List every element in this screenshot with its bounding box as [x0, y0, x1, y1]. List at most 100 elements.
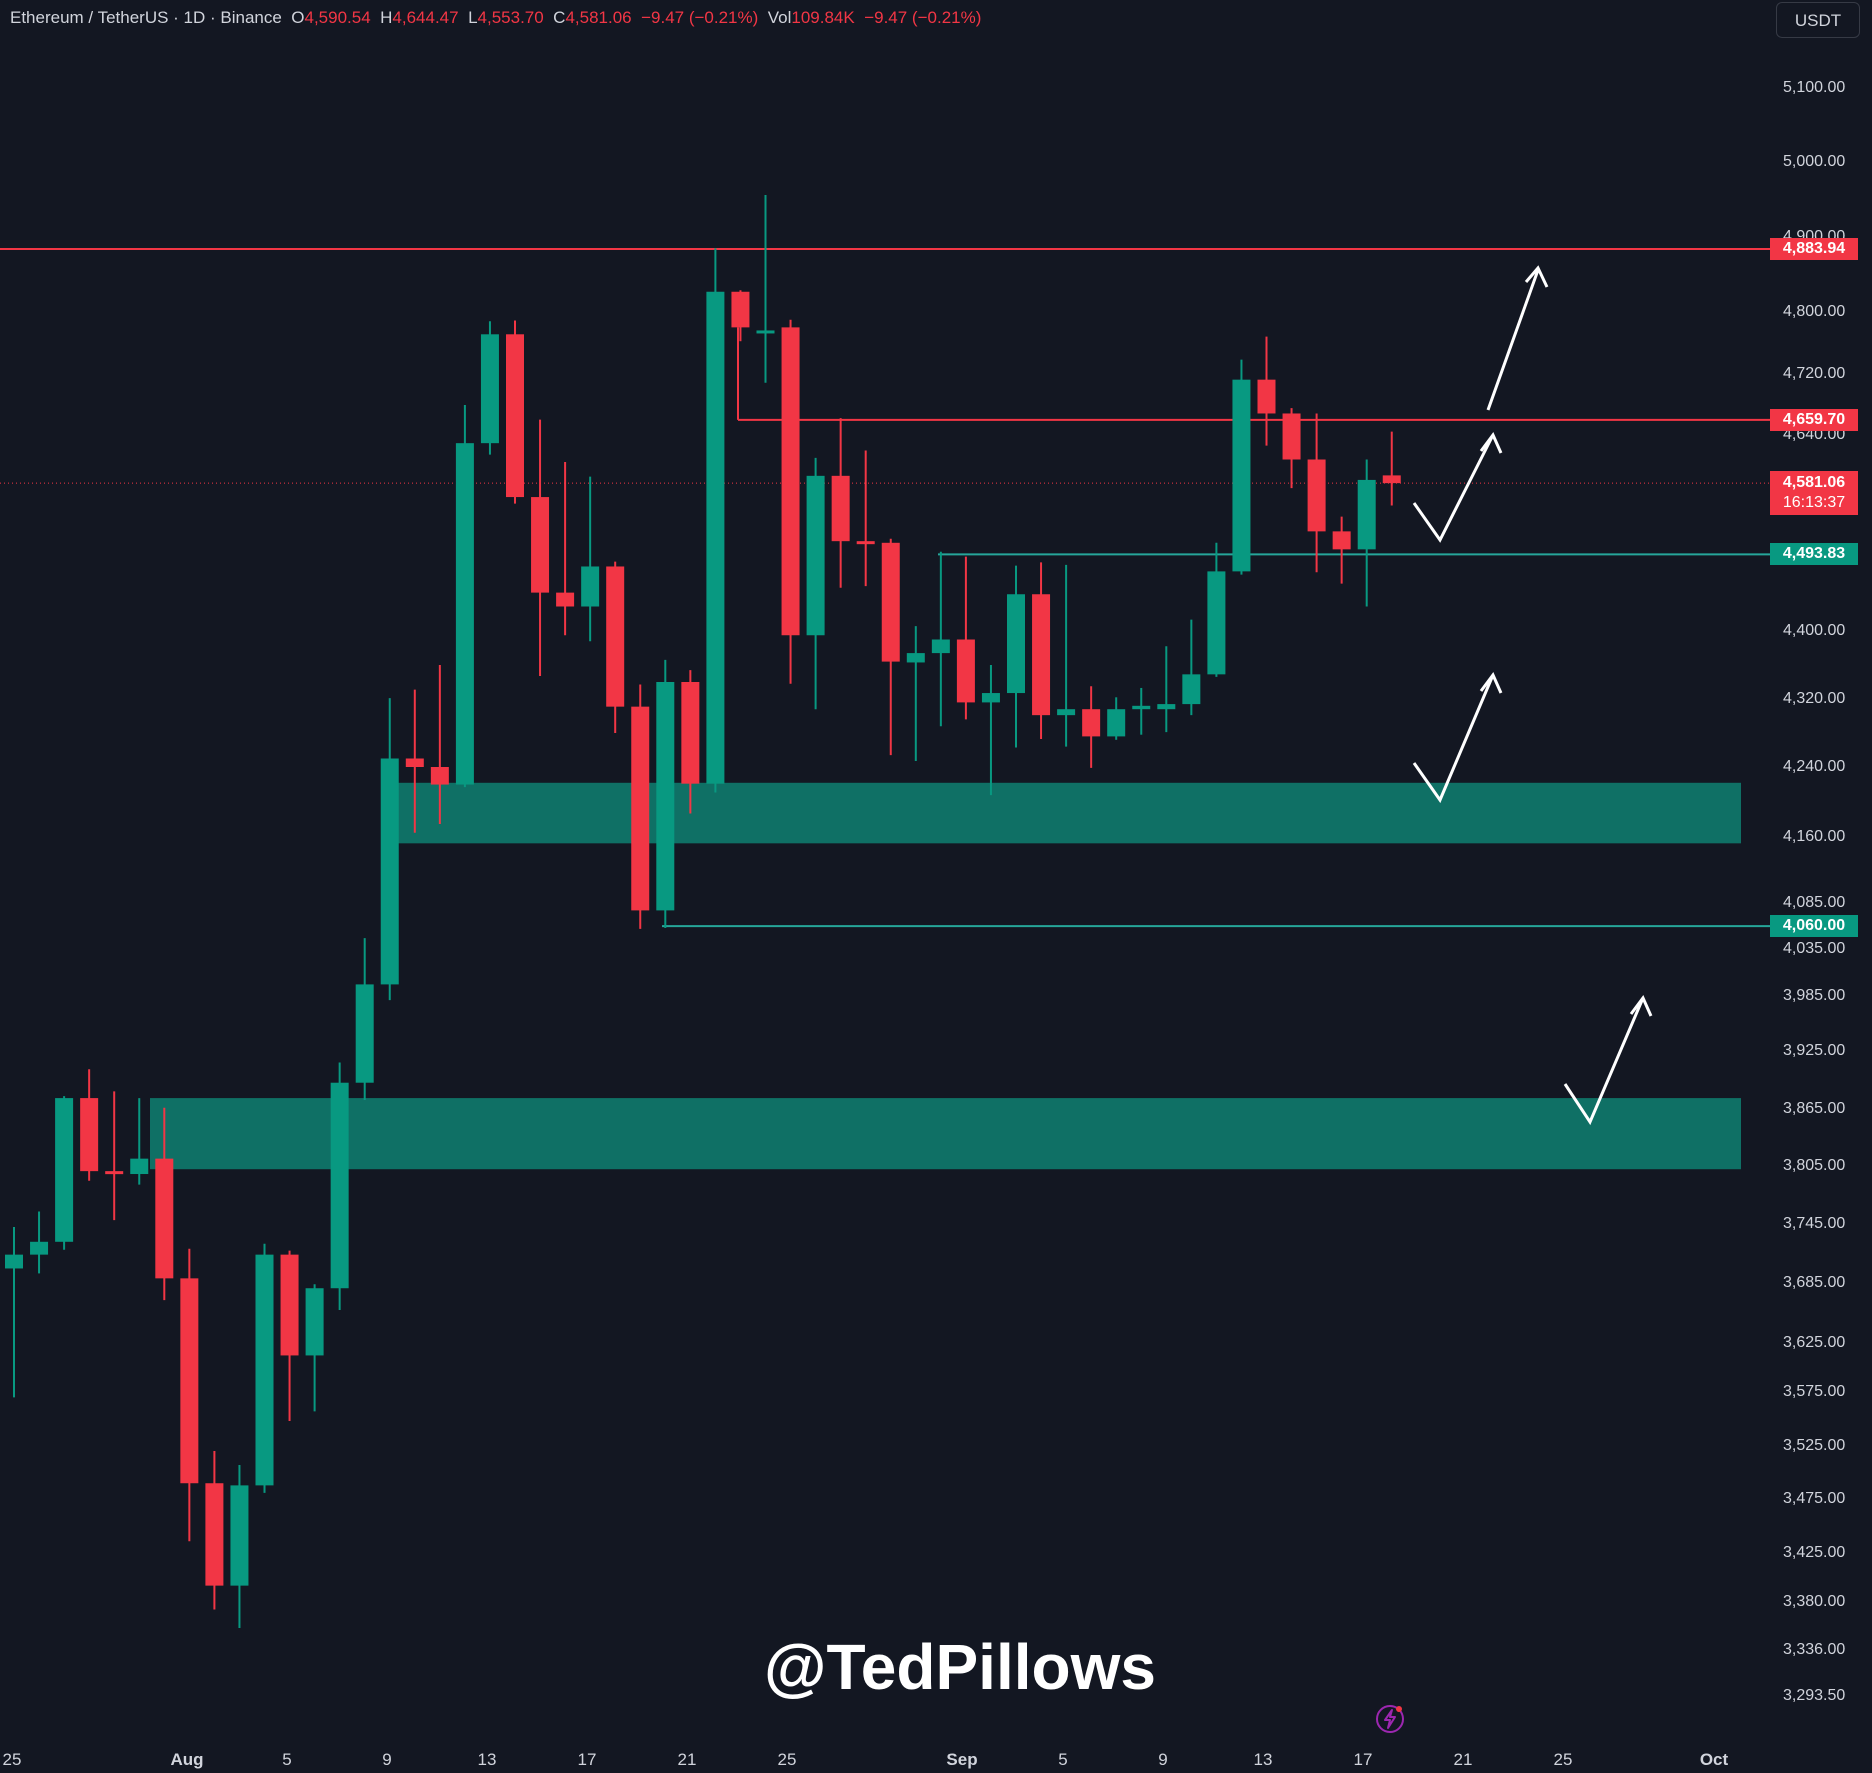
- candle-body: [280, 1254, 299, 1356]
- price-axis-label: 4,800.00: [1783, 303, 1846, 320]
- price-axis-label: 3,293.50: [1783, 1687, 1846, 1704]
- candle-body: [155, 1158, 174, 1279]
- price-axis-label: 3,745.00: [1783, 1215, 1846, 1232]
- resistance-mid-tag: 4,659.70: [1770, 408, 1858, 431]
- open-value: 4,590.54: [304, 8, 371, 27]
- candle-body: [1257, 379, 1276, 414]
- symbol-title[interactable]: Ethereum / TetherUS · 1D · Binance: [10, 8, 282, 27]
- time-axis-label: 5: [282, 1750, 292, 1769]
- high-value: 4,644.47: [392, 8, 459, 27]
- candle-body: [531, 497, 550, 593]
- candle-body: [105, 1171, 124, 1175]
- time-axis-label: 9: [382, 1750, 392, 1769]
- price-axis-label: 4,240.00: [1783, 758, 1846, 775]
- time-axis-label: 17: [577, 1750, 597, 1769]
- volume-change: −9.47 (−0.21%): [864, 8, 982, 27]
- candle-body: [931, 639, 950, 654]
- time-axis-label: Oct: [1699, 1750, 1729, 1769]
- candle-body: [581, 566, 600, 607]
- candle-body: [455, 443, 474, 785]
- candle-body: [631, 706, 650, 911]
- price-axis-label: 3,425.00: [1783, 1544, 1846, 1561]
- candle-body: [30, 1241, 49, 1255]
- candle-body: [180, 1278, 199, 1484]
- time-axis-label: 21: [677, 1750, 697, 1769]
- low-label: L: [468, 8, 478, 27]
- support-line-tag: 4,493.83: [1770, 543, 1858, 566]
- candle-body: [1182, 674, 1201, 705]
- support-zone: [398, 782, 1741, 844]
- candle-body: [405, 758, 424, 767]
- candle-body: [1082, 709, 1101, 737]
- currency-button[interactable]: USDT: [1776, 2, 1860, 38]
- lightning-icon[interactable]: [1374, 1703, 1406, 1735]
- arrow-head: [1479, 432, 1503, 454]
- price-axis-label: 3,865.00: [1783, 1099, 1846, 1117]
- candle-body: [1107, 709, 1126, 737]
- price-lines-layer: [0, 248, 1772, 928]
- price-axis-label: 4,085.00: [1783, 894, 1846, 911]
- arrow-annotation: [1412, 674, 1495, 804]
- price-axis-label: 5,100.00: [1783, 79, 1846, 96]
- arrow-head: [1524, 265, 1549, 288]
- candle-body: [1382, 475, 1401, 484]
- candle-body: [1007, 594, 1025, 694]
- time-axis-label: 13: [477, 1750, 497, 1769]
- close-label: C: [553, 8, 566, 27]
- candle-body: [205, 1483, 224, 1586]
- candle-body: [1207, 571, 1226, 675]
- candle-body: [55, 1098, 74, 1242]
- open-label: O: [291, 8, 305, 27]
- price-axis-label: 3,575.00: [1783, 1383, 1846, 1400]
- candle-body: [1032, 594, 1051, 716]
- price-axis-label: 3,925.00: [1783, 1042, 1846, 1059]
- price-axis-label: 3,985.00: [1783, 986, 1846, 1004]
- candle-body: [881, 542, 900, 662]
- candle-body: [230, 1485, 249, 1586]
- time-axis-label: 21: [1453, 1750, 1473, 1769]
- time-axis-label: Aug: [170, 1750, 204, 1769]
- candle-body: [1282, 413, 1301, 460]
- support-low-tag: 4,060.00: [1770, 915, 1858, 938]
- time-axis-label: 13: [1253, 1750, 1273, 1769]
- price-axis-label: 3,625.00: [1783, 1333, 1846, 1351]
- candle-body: [506, 334, 524, 498]
- time-axis-label: 17: [1353, 1750, 1373, 1769]
- candle-body: [1232, 379, 1251, 572]
- candle-body: [80, 1098, 99, 1172]
- time-axis-label: 9: [1158, 1750, 1168, 1769]
- price-axis-label: 4,320.00: [1783, 690, 1846, 707]
- candle-body: [556, 592, 575, 607]
- price-axis-label: 3,475.00: [1783, 1490, 1846, 1508]
- time-axis-label: Sep: [946, 1750, 978, 1769]
- time-axis-label: 5: [1058, 1750, 1068, 1769]
- candle-body: [981, 693, 1000, 703]
- candle-body: [956, 639, 975, 703]
- price-axis-label: 3,380.00: [1783, 1592, 1846, 1610]
- support-zone: [150, 1098, 1741, 1170]
- price-axis-label: 3,685.00: [1783, 1274, 1846, 1292]
- candle-body: [781, 327, 800, 636]
- candle-body: [480, 334, 499, 444]
- volume-label: Vol: [767, 8, 792, 27]
- candle-body: [5, 1254, 23, 1269]
- candle-body: [330, 1082, 349, 1289]
- time-axis-label: 25: [2, 1750, 22, 1769]
- candle-body: [130, 1158, 149, 1175]
- price-axis-label: 4,035.00: [1783, 940, 1846, 958]
- candle-body: [706, 291, 725, 784]
- candle-body: [856, 541, 875, 545]
- candle-body: [1307, 459, 1326, 532]
- candles-layer: [5, 195, 1401, 1629]
- close-value: 4,581.06: [565, 8, 632, 27]
- price-axis-label: 3,805.00: [1783, 1157, 1846, 1175]
- price-axis-label: 3,525.00: [1783, 1436, 1846, 1454]
- candle-body: [1357, 479, 1376, 550]
- current-price-value: 4,581.06: [1782, 474, 1846, 492]
- candle-body: [380, 758, 399, 985]
- candle-body: [1132, 705, 1151, 710]
- candle-body: [906, 653, 925, 663]
- price-axis-label: 3,336.00: [1783, 1640, 1846, 1658]
- arrow-annotation: [1486, 269, 1540, 411]
